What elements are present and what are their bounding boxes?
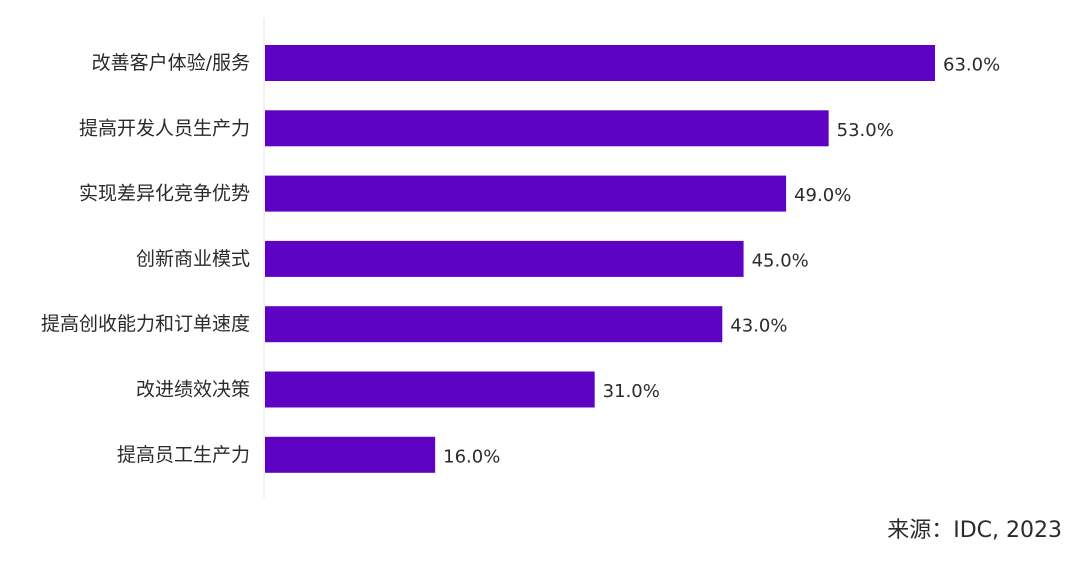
bar-5 xyxy=(265,371,595,408)
bar-2 xyxy=(265,175,787,212)
category-label-6: 提高员工生产力 xyxy=(117,444,250,466)
category-label-5: 改进绩效决策 xyxy=(136,379,250,401)
category-label-3: 创新商业模式 xyxy=(136,248,250,270)
source-note: 来源：IDC, 2023 xyxy=(887,518,1062,543)
bar-1 xyxy=(265,110,829,147)
value-label-4: 43.0% xyxy=(730,316,787,337)
value-label-3: 45.0% xyxy=(752,250,809,271)
category-label-4: 提高创收能力和订单速度 xyxy=(41,313,250,335)
bar-3 xyxy=(265,240,744,277)
value-label-6: 16.0% xyxy=(443,446,500,467)
bar-0 xyxy=(265,45,935,81)
category-label-2: 实现差异化竞争优势 xyxy=(79,183,250,205)
bars-group: 改善客户体验/服务 63.0% 提高开发人员生产力 53.0% 实现差异化竞争优势 49.… xyxy=(41,45,1000,473)
value-label-2: 49.0% xyxy=(794,185,851,206)
category-label-0: 改善客户体验/服务 xyxy=(92,52,250,74)
value-label-0: 63.0% xyxy=(943,55,1000,76)
bar-6 xyxy=(265,436,436,473)
value-label-1: 53.0% xyxy=(837,120,894,141)
value-label-5: 31.0% xyxy=(603,381,660,402)
category-label-1: 提高开发人员生产力 xyxy=(79,117,250,139)
bar-4 xyxy=(265,306,723,343)
